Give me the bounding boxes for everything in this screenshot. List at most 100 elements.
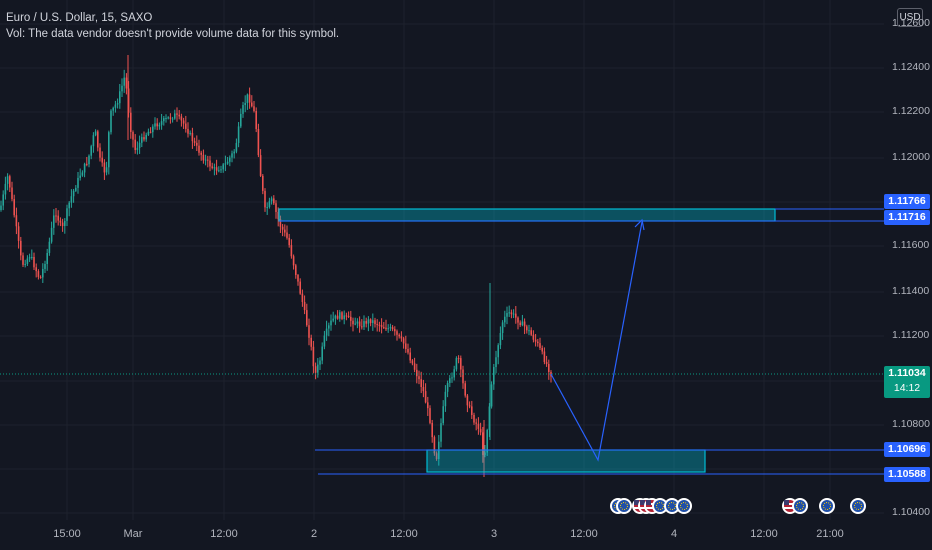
- candle-body: [435, 453, 438, 459]
- candle-body: [242, 105, 244, 114]
- candle-body: [187, 128, 189, 134]
- candle-body: [50, 227, 53, 242]
- price-tick: 1.10400: [892, 506, 930, 518]
- candle-body: [431, 422, 433, 438]
- candle-body: [262, 175, 264, 191]
- candle-body: [517, 317, 519, 323]
- candle-body: [64, 220, 66, 227]
- time-tick: 15:00: [53, 528, 81, 540]
- candle-body: [460, 358, 462, 370]
- candle-body: [499, 333, 502, 346]
- candle-body: [341, 312, 343, 319]
- eu-flag-stars: [796, 502, 804, 510]
- candle-body: [24, 263, 26, 265]
- current-price-badge: 1.11034 14:12: [884, 366, 930, 398]
- candle-body: [125, 77, 128, 89]
- eu-flag-stars: [680, 502, 688, 510]
- candle-body: [178, 114, 180, 117]
- candle-body: [543, 351, 546, 362]
- candle-body: [44, 263, 46, 269]
- candle-body: [455, 358, 458, 370]
- candle-body: [220, 169, 222, 171]
- eu-flag-field: [618, 500, 630, 512]
- candle-body: [325, 328, 328, 336]
- candlestick-series: [0, 55, 552, 477]
- candle-body: [508, 312, 510, 314]
- candle-body: [105, 167, 108, 173]
- candle-body: [185, 123, 187, 129]
- candle-body: [411, 360, 414, 364]
- candle-body: [193, 141, 196, 143]
- candle-body: [143, 137, 145, 140]
- candle-body: [81, 172, 84, 176]
- candle-body: [55, 215, 57, 217]
- candle-body: [237, 126, 240, 143]
- candle-body: [473, 414, 475, 423]
- candle-body: [314, 366, 317, 373]
- eu-flag-icon: [819, 498, 835, 514]
- price-tick: 1.12200: [892, 105, 930, 117]
- candle-body: [477, 423, 480, 429]
- candle-body: [246, 94, 249, 104]
- candle-body: [277, 211, 279, 220]
- candle-body: [495, 357, 497, 368]
- candle-body: [114, 104, 117, 108]
- candle-body: [6, 176, 9, 184]
- candle-body: [383, 327, 385, 329]
- candle-body: [165, 118, 167, 120]
- candle-body: [70, 196, 73, 203]
- candle-body: [149, 131, 152, 133]
- candle-body: [279, 219, 282, 227]
- candle-body: [33, 256, 35, 268]
- volume-note: Vol: The data vendor doesn't provide vol…: [6, 28, 340, 40]
- candle-body: [196, 142, 198, 146]
- candle-body: [548, 363, 550, 372]
- candle-body: [372, 320, 374, 323]
- us-flag-canton: [646, 500, 651, 505]
- candle-body: [284, 229, 286, 233]
- candle-body: [154, 123, 156, 127]
- time-tick: 12:00: [210, 528, 238, 540]
- candle-body: [405, 343, 407, 350]
- candle-body: [130, 112, 132, 132]
- candle-body: [444, 391, 447, 407]
- eu-flag-icon: [850, 498, 866, 514]
- price-tick: 1.11600: [892, 239, 930, 251]
- candle-body: [449, 378, 451, 384]
- candle-body: [90, 146, 92, 156]
- candle-body: [77, 177, 79, 188]
- currency-button[interactable]: USD: [897, 8, 923, 27]
- candle-body: [209, 160, 211, 167]
- candle-body: [345, 315, 348, 317]
- candle-body: [26, 258, 29, 264]
- eu-flag-icon: [664, 498, 680, 514]
- candle-body: [167, 117, 169, 119]
- eu-flag-field: [852, 500, 864, 512]
- candle-body: [539, 343, 541, 348]
- candle-body: [402, 338, 405, 344]
- eu-flag-stars: [823, 502, 831, 510]
- candle-body: [413, 363, 416, 370]
- candle-body: [75, 187, 77, 191]
- candle-body: [424, 391, 427, 403]
- candle-body: [79, 175, 81, 178]
- candle-body: [37, 271, 40, 277]
- price-tick: 1.12000: [892, 151, 930, 163]
- projection-path: [550, 221, 643, 462]
- candle-body: [330, 320, 332, 326]
- candle-body: [99, 147, 101, 158]
- candle-body: [152, 126, 154, 133]
- zone-lower-bottom-price: 1.10588: [884, 467, 930, 482]
- candle-body: [389, 327, 392, 329]
- eu-flag-field: [794, 500, 806, 512]
- candle-body: [119, 91, 121, 104]
- candle-body: [420, 379, 422, 388]
- candle-body: [13, 199, 15, 216]
- candle-body: [464, 383, 466, 396]
- candle-body: [156, 123, 158, 127]
- candle-body: [462, 369, 464, 384]
- candle-body: [83, 163, 86, 173]
- chart-drawings: [0, 208, 884, 475]
- us-flag-stripe: [646, 507, 658, 509]
